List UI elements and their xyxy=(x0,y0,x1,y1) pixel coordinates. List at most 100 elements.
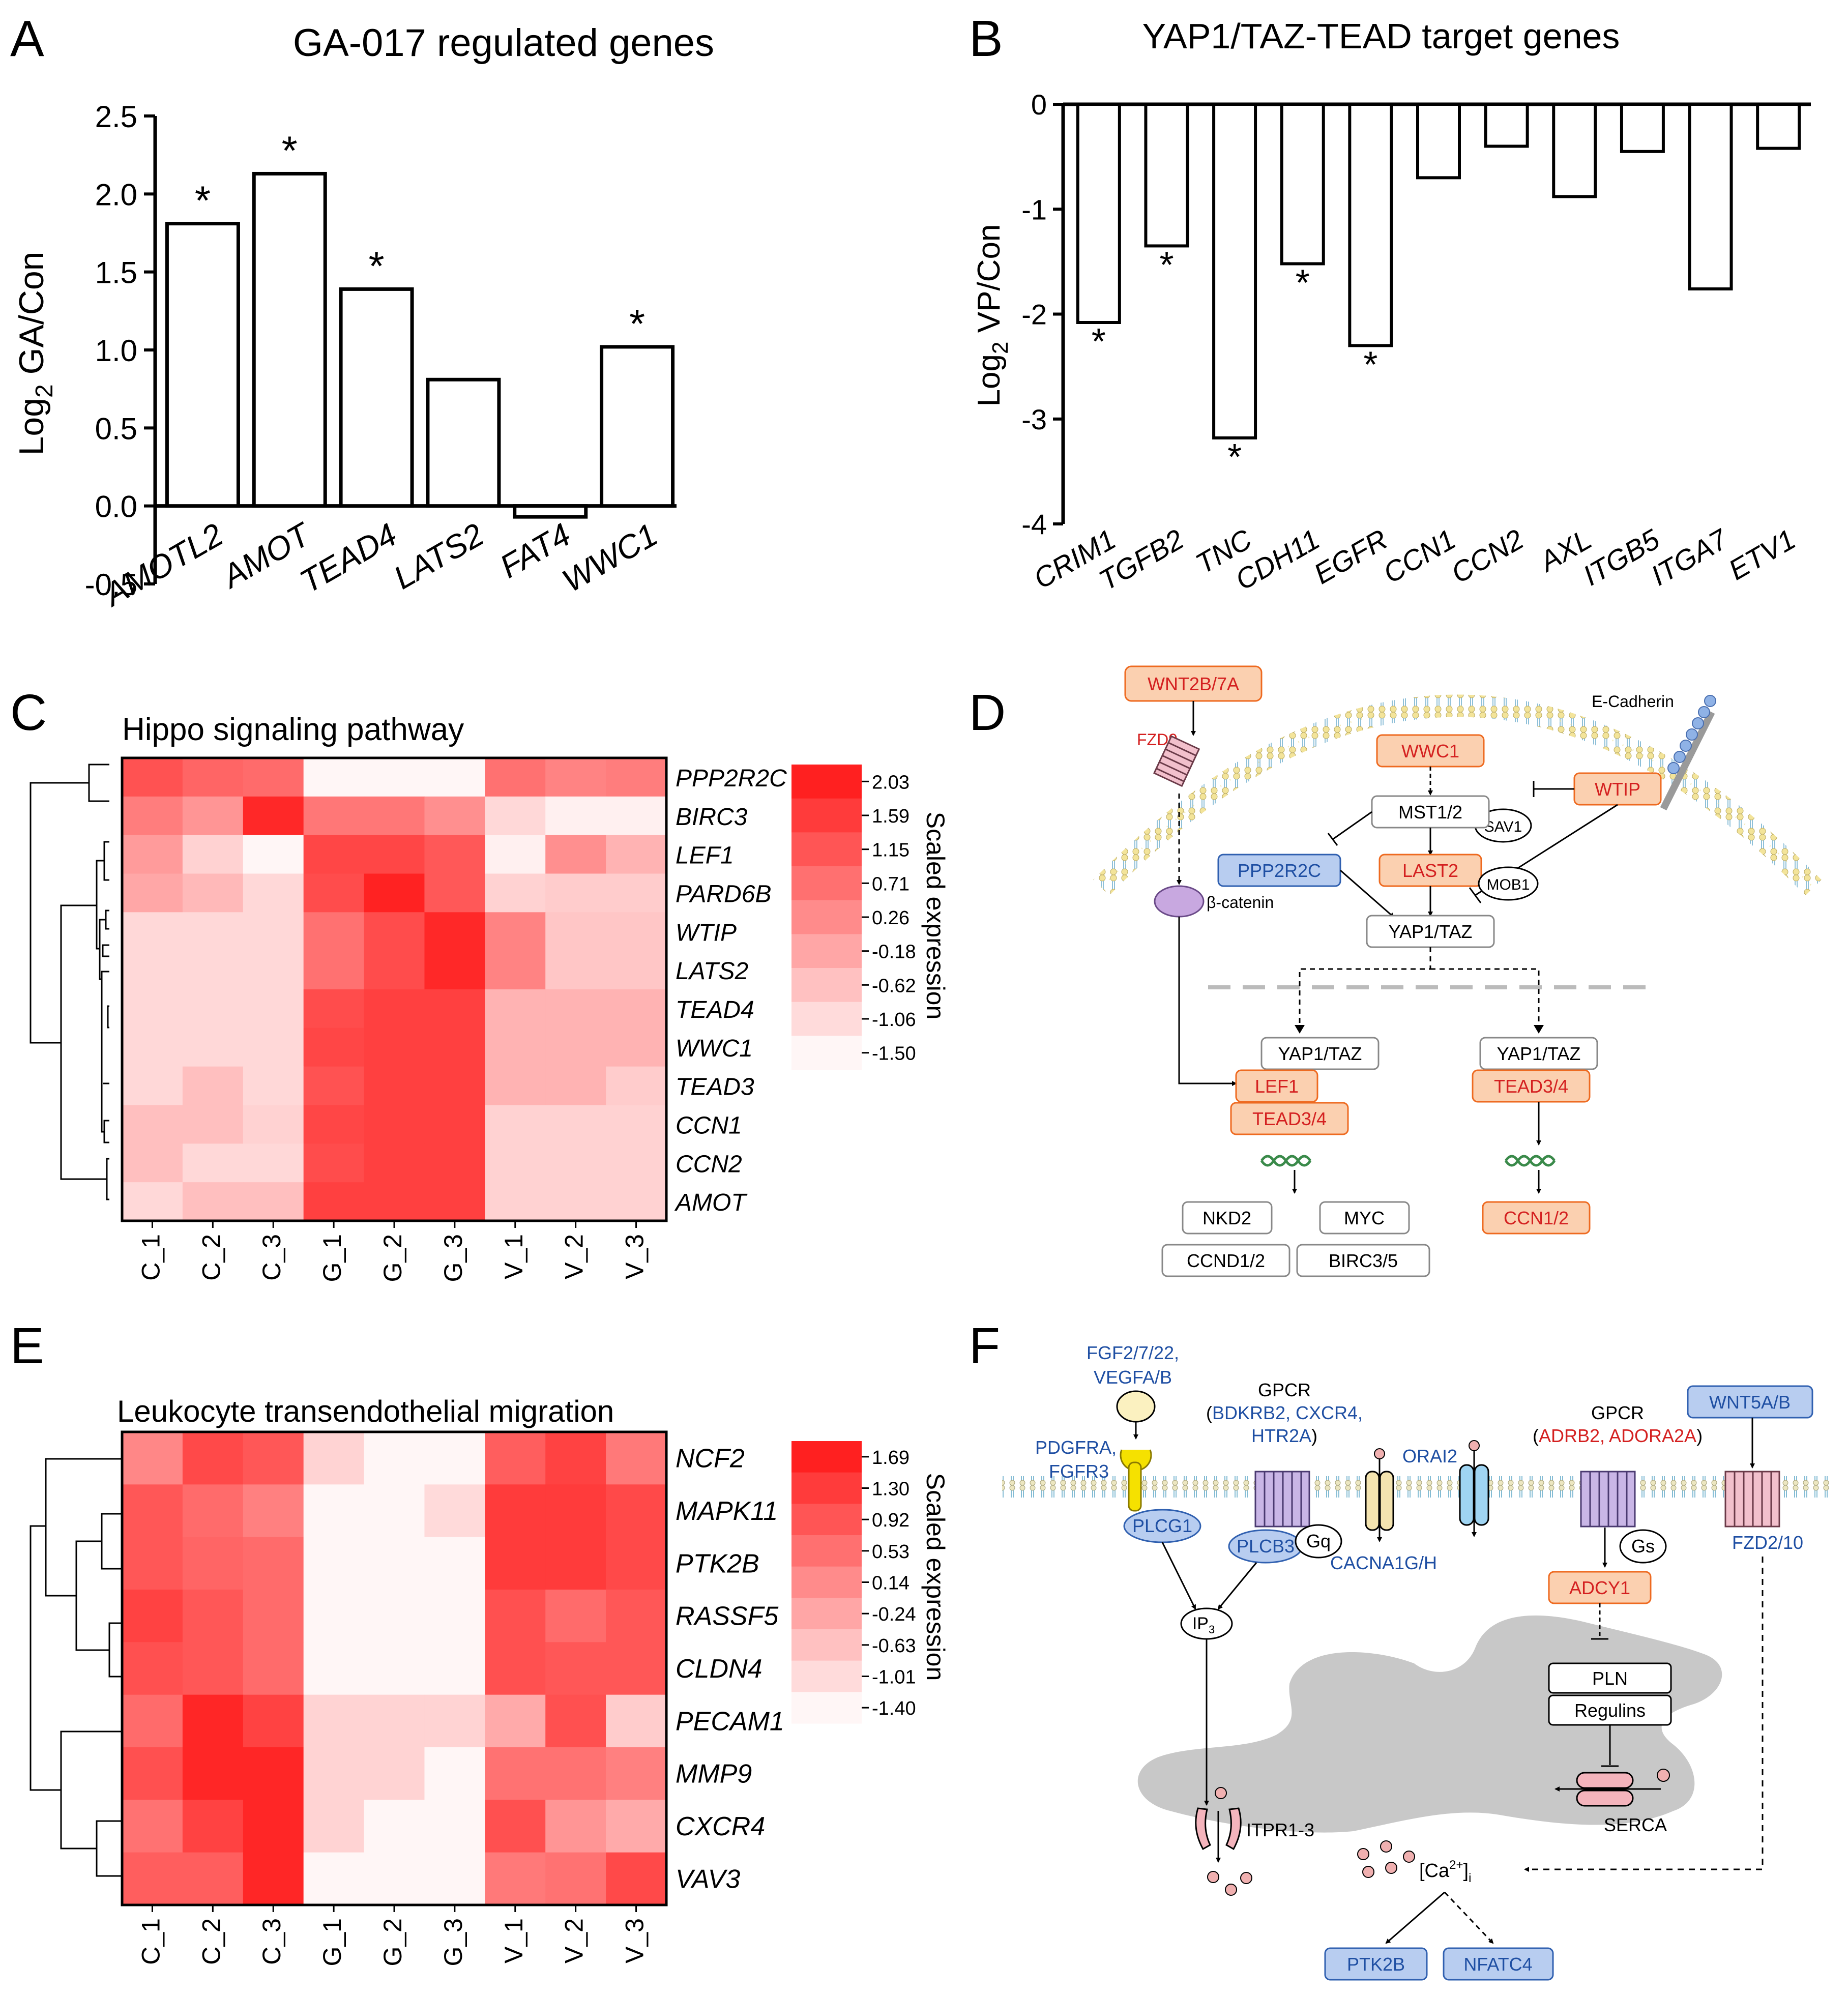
c-legend-swatch xyxy=(791,968,862,1003)
birc-box xyxy=(1296,1244,1430,1277)
panel-label-a: A xyxy=(10,10,44,67)
c-heatmap-cell xyxy=(243,1066,304,1106)
c-heatmap-cell xyxy=(424,835,485,874)
e-heatmap-cell xyxy=(485,1590,546,1642)
panel-c-column-labels: C_1 C_2 C_3 G_1 G_2 G_3 V_1 V_2 V_3 xyxy=(136,1221,649,1282)
yap-taz-left-label: YAP1/TAZ xyxy=(1278,1043,1362,1064)
e-column-label: V_1 xyxy=(500,1918,528,1963)
panel-e-title: Leukocyte transendothelial migration xyxy=(117,1394,614,1428)
panel-a-axes: 2.5 2.0 1.5 1.0 0.5 0.0 -0.5 xyxy=(85,100,677,602)
c-legend-swatch xyxy=(791,1002,862,1036)
c-heatmap-cell xyxy=(485,951,546,990)
panel-b-bar xyxy=(1688,103,1733,290)
c-heatmap-cell xyxy=(606,912,667,951)
panel-a-y-tick-label: 1.0 xyxy=(95,334,137,368)
c-heatmap-cell xyxy=(122,873,183,913)
cacna-channel-icon xyxy=(1365,1471,1394,1531)
c-heatmap-cell xyxy=(424,796,485,836)
e-heatmap-cell xyxy=(303,1800,365,1853)
e-row-label: NCF2 xyxy=(676,1444,745,1474)
c-heatmap-cell xyxy=(303,1182,365,1221)
panel-b-bar xyxy=(1484,103,1529,148)
c-heatmap-cell xyxy=(424,951,485,990)
e-heatmap-cell xyxy=(122,1432,183,1485)
panel-e-color-legend: 1.69 1.30 0.92 0.53 0.14 -0.24 -0.63 -1.01 -1.40 xyxy=(791,1441,916,1724)
c-heatmap-cell xyxy=(303,1028,365,1067)
panel-e-dendrogram xyxy=(30,1458,122,1877)
c-heatmap-cell xyxy=(485,796,546,836)
c-column-label: V_1 xyxy=(500,1234,528,1279)
panel-a-bar-chart: GA-017 regulated genes Log2 GA/Con 2.52.… xyxy=(12,21,714,614)
birc-label: BIRC3/5 xyxy=(1329,1250,1398,1271)
c-legend-swatch xyxy=(791,900,862,934)
panel-b-category-label: CCN2 xyxy=(1446,523,1529,590)
c-column-label: G_3 xyxy=(439,1234,467,1282)
e-legend-swatch xyxy=(791,1598,862,1630)
panel-b-title: YAP1/TAZ-TEAD target genes xyxy=(1142,16,1620,56)
c-heatmap-cell xyxy=(122,1143,183,1183)
gs-icon xyxy=(1619,1529,1667,1564)
e-heatmap-cell xyxy=(243,1800,304,1853)
c-legend-tick-label: 0.71 xyxy=(872,873,910,895)
panel-e-heatmap: Leukocyte transendothelial migration NCF… xyxy=(30,1394,950,1967)
c-legend-tick-label: -1.06 xyxy=(872,1009,916,1031)
c-heatmap-cell xyxy=(545,873,606,913)
panel-b-category-label: ETV1 xyxy=(1723,523,1801,586)
c-column-label: C_3 xyxy=(257,1234,286,1281)
ptk2b-label: PTK2B xyxy=(1347,1954,1405,1975)
panel-b-bar xyxy=(1076,103,1121,324)
ptk2b-box xyxy=(1324,1947,1428,1981)
c-heatmap-cell xyxy=(243,1182,304,1221)
panel-label-d: D xyxy=(969,684,1006,741)
e-legend-tick-label: -1.40 xyxy=(872,1698,916,1719)
c-heatmap-cell xyxy=(364,1143,425,1183)
e-legend-tick-label: 0.53 xyxy=(872,1541,910,1563)
e-heatmap-cell xyxy=(243,1537,304,1590)
panel-a-bar xyxy=(600,345,675,508)
panel-b-y-tick-label: -3 xyxy=(1021,403,1047,435)
nkd2-box xyxy=(1182,1201,1273,1235)
mob1-label: MOB1 xyxy=(1486,876,1530,893)
c-heatmap-cell xyxy=(122,835,183,874)
c-column-label: V_2 xyxy=(560,1234,589,1279)
panel-e-legend-title: Scaled expression xyxy=(921,1473,950,1681)
e-heatmap-cell xyxy=(424,1590,485,1642)
c-heatmap-cell xyxy=(182,1182,244,1221)
c-row-label: CCN2 xyxy=(676,1151,742,1178)
panel-b-category-label: ITGB5 xyxy=(1577,522,1665,592)
e-column-label: V_2 xyxy=(560,1918,589,1963)
e-column-label: C_2 xyxy=(197,1918,225,1965)
rtk-receptor-icon xyxy=(1120,1449,1152,1512)
plasma-membrane xyxy=(1002,1476,1831,1498)
c-heatmap-cell xyxy=(424,758,485,797)
e-heatmap-cell xyxy=(606,1642,667,1695)
c-heatmap-cell xyxy=(243,835,304,874)
c-heatmap-cell xyxy=(243,912,304,951)
panel-b-category-label: ITGA7 xyxy=(1646,522,1734,592)
c-row-label: AMOT xyxy=(674,1189,748,1216)
c-column-label: G_2 xyxy=(378,1234,407,1282)
panel-b-significance-marker: * xyxy=(1227,437,1242,478)
e-heatmap-cell xyxy=(122,1537,183,1590)
c-legend-swatch xyxy=(791,765,862,799)
c-heatmap-cell xyxy=(485,873,546,913)
c-heatmap-cell xyxy=(424,989,485,1029)
itpr-channel-icon xyxy=(1195,1807,1242,1851)
serca-label: SERCA xyxy=(1604,1814,1667,1835)
e-heatmap-cell xyxy=(364,1484,425,1538)
regulins-label: Regulins xyxy=(1574,1700,1646,1721)
c-heatmap-cell xyxy=(364,989,425,1029)
panel-c-heatmap: Hippo signaling pathway PPP2R2C BIRC3 LEF1… xyxy=(30,712,950,1282)
panel-b-y-tick-label: 0 xyxy=(1031,89,1047,121)
e-heatmap-cell xyxy=(545,1800,606,1853)
e-legend-swatch xyxy=(791,1472,862,1504)
e-legend-swatch xyxy=(791,1535,862,1567)
e-legend-tick-label: -0.63 xyxy=(872,1635,916,1657)
c-legend-swatch xyxy=(791,832,862,867)
c-heatmap-cell xyxy=(182,835,244,874)
panel-e-row-labels: NCF2 MAPK11 PTK2B RASSF5 CLDN4 PECAM1 MMP9 CXCR… xyxy=(676,1444,784,1894)
c-heatmap-cell xyxy=(303,873,365,913)
c-heatmap-cell xyxy=(182,912,244,951)
panel-b-category-label: EGFR xyxy=(1308,523,1393,590)
e-legend-swatch xyxy=(791,1504,862,1536)
